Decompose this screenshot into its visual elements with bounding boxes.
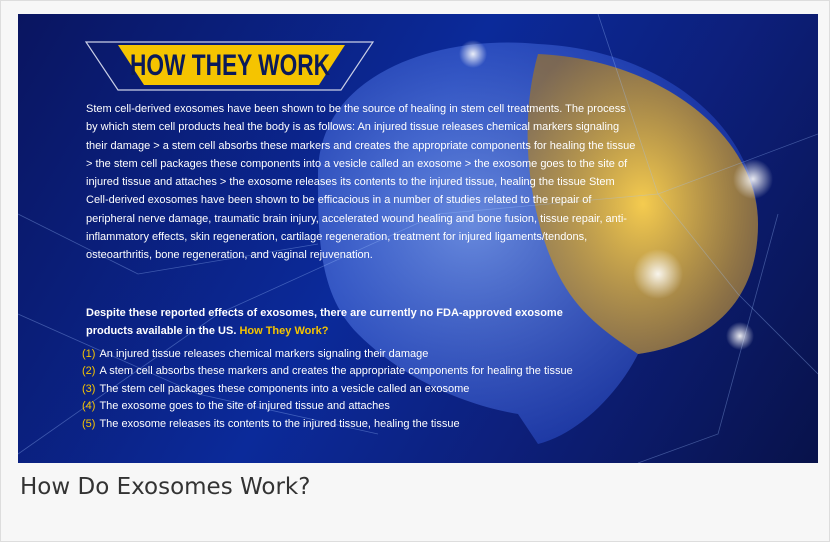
notice-link[interactable]: How They Work? xyxy=(239,325,328,337)
page: HOW THEY WORK Stem cell-derived exosomes… xyxy=(0,0,830,542)
step: (4) The exosome goes to the site of injur… xyxy=(82,398,722,415)
step: (2) A stem cell absorbs these markers and… xyxy=(82,363,722,380)
banner-title: HOW THEY WORK xyxy=(130,49,330,82)
step-number: (1) xyxy=(82,348,95,360)
step-text: A stem cell absorbs these markers and cr… xyxy=(99,365,572,377)
intro-paragraph: Stem cell-derived exosomes have been sho… xyxy=(86,100,636,265)
step-number: (4) xyxy=(82,400,95,412)
step: (1) An injured tissue releases chemical m… xyxy=(82,346,722,363)
step-text: The exosome goes to the site of injured … xyxy=(99,400,389,412)
caption: How Do Exosomes Work? xyxy=(20,474,310,500)
notice: Despite these reported effects of exosom… xyxy=(86,304,606,340)
step-text: The stem cell packages these components … xyxy=(99,383,469,395)
step-text: An injured tissue releases chemical mark… xyxy=(99,348,428,360)
step: (5) The exosome releases its contents to … xyxy=(82,416,722,433)
step-number: (5) xyxy=(82,418,95,430)
step-number: (3) xyxy=(82,383,95,395)
step-number: (2) xyxy=(82,365,95,377)
steps-list: (1) An injured tissue releases chemical m… xyxy=(82,346,722,433)
step-text: The exosome releases its contents to the… xyxy=(99,418,459,430)
hero-image: HOW THEY WORK Stem cell-derived exosomes… xyxy=(18,14,818,463)
step: (3) The stem cell packages these componen… xyxy=(82,381,722,398)
